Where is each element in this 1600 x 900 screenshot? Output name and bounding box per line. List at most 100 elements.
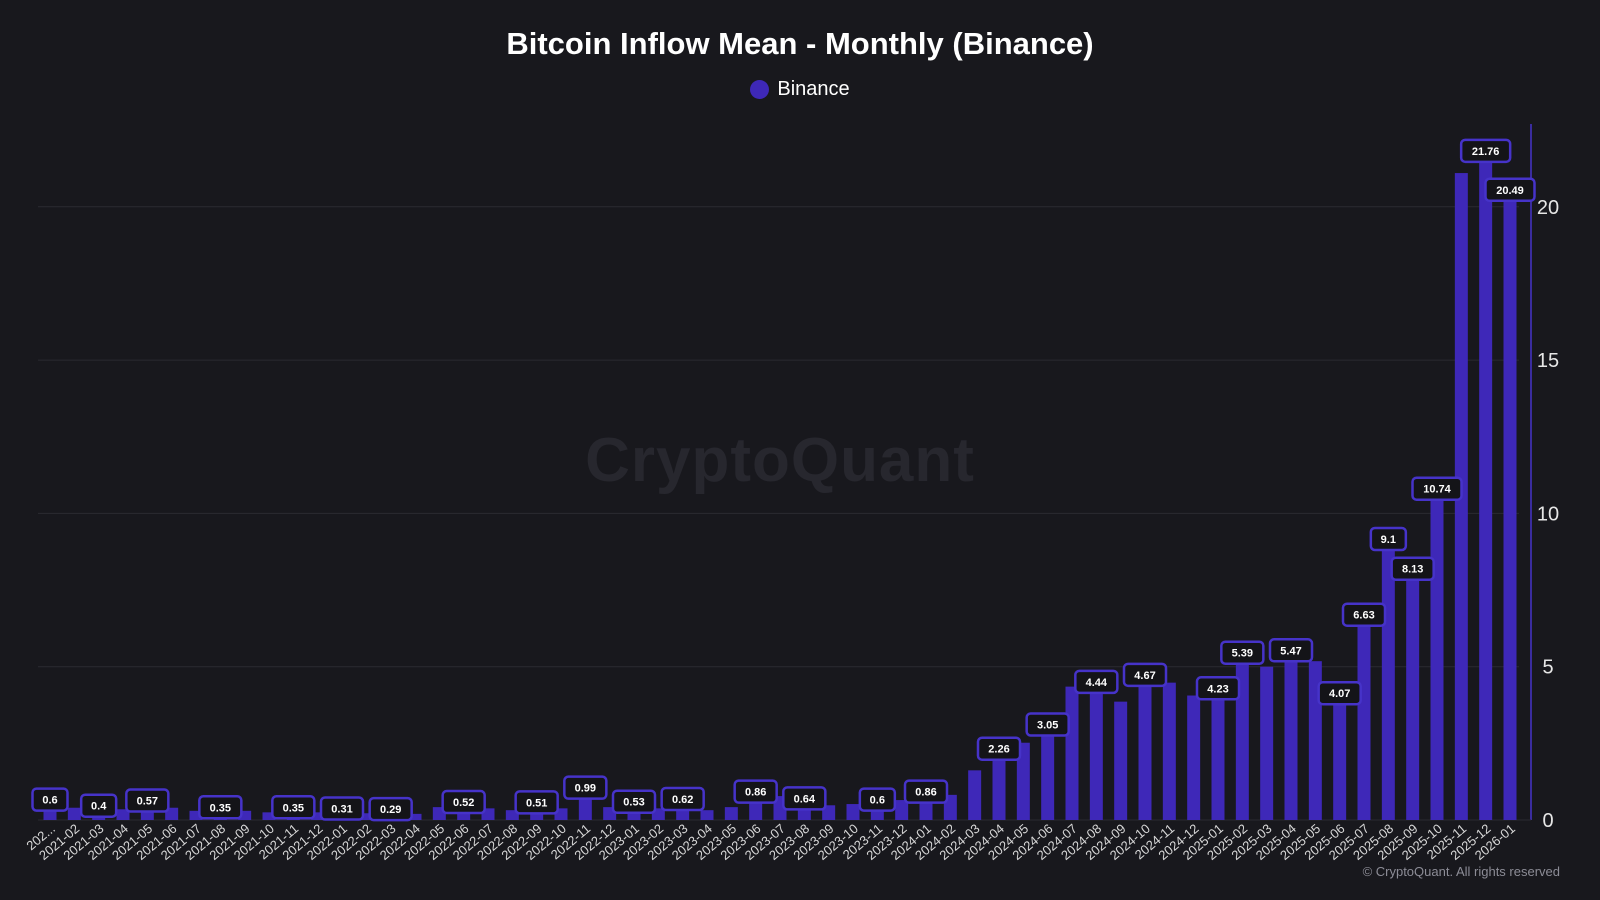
chart-title: Bitcoin Inflow Mean - Monthly (Binance) <box>506 26 1094 61</box>
y-tick-label: 5 <box>1542 657 1553 679</box>
data-label: 0.99 <box>563 775 608 800</box>
bar <box>1138 676 1152 820</box>
data-label: 0.29 <box>368 796 413 822</box>
y-tick-label: 10 <box>1537 503 1559 525</box>
data-label-box <box>1341 602 1387 627</box>
bar <box>505 810 519 820</box>
data-label-text: 10.74 <box>1423 484 1451 496</box>
data-label-text: 0.52 <box>453 797 474 809</box>
data-label-box <box>1369 526 1408 552</box>
copyright-notice: © CryptoQuant. All rights reserved <box>1362 864 1560 879</box>
legend-label: Binance <box>777 78 850 100</box>
legend[interactable]: Binance <box>0 78 1600 101</box>
data-label-text: 3.05 <box>1037 719 1058 731</box>
data-label: 0.86 <box>733 779 778 804</box>
data-label-text: 0.31 <box>331 803 352 815</box>
data-label-box <box>125 788 170 813</box>
bar <box>1211 690 1225 820</box>
data-label: 4.67 <box>1122 662 1168 688</box>
data-label-box <box>1411 476 1463 501</box>
data-label-box <box>319 796 365 821</box>
data-label: 10.74 <box>1411 476 1463 501</box>
data-label-box <box>368 796 413 822</box>
bar <box>1016 742 1030 820</box>
bar <box>238 810 252 820</box>
data-label: 0.57 <box>125 788 170 813</box>
y-tick-label: 15 <box>1537 350 1559 372</box>
data-label-box <box>1074 669 1119 695</box>
bar <box>67 807 81 820</box>
data-label-box <box>858 787 897 812</box>
legend-swatch <box>750 80 770 99</box>
bar <box>554 808 568 820</box>
bar <box>1381 540 1395 820</box>
bar <box>408 813 422 820</box>
data-label-text: 2.26 <box>988 744 1009 756</box>
data-label-text: 0.35 <box>210 802 231 814</box>
bar <box>1284 652 1298 820</box>
data-label-text: 0.86 <box>745 787 766 799</box>
bar <box>1187 695 1201 820</box>
bar <box>1114 701 1128 820</box>
data-label-text: 5.39 <box>1232 648 1253 660</box>
data-label: 0.35 <box>271 795 316 820</box>
bar <box>700 810 714 820</box>
data-label: 4.07 <box>1317 680 1362 706</box>
data-label-box <box>271 795 316 820</box>
data-label: 0.53 <box>611 789 657 814</box>
data-label: 0.62 <box>660 786 705 812</box>
data-label-box <box>1220 640 1265 665</box>
data-label-text: 4.44 <box>1086 677 1108 689</box>
data-label-text: 0.51 <box>526 797 547 809</box>
bar <box>1260 666 1274 820</box>
data-label: 0.52 <box>441 789 486 815</box>
data-label-box <box>79 793 118 818</box>
bar <box>1479 152 1493 820</box>
data-label: 0.64 <box>782 786 827 811</box>
y-tick-label: 0 <box>1542 810 1553 832</box>
bar <box>1406 570 1420 820</box>
data-label-text: 8.13 <box>1402 564 1423 576</box>
data-label-box <box>1317 680 1362 706</box>
bar <box>1333 695 1347 820</box>
data-label-text: 0.86 <box>915 787 936 799</box>
data-label-text: 0.64 <box>794 793 816 805</box>
data-label-box <box>976 736 1022 761</box>
bar <box>359 813 373 820</box>
data-label: 0.4 <box>79 793 118 818</box>
bar <box>822 805 836 820</box>
data-label-box <box>903 779 949 804</box>
bar <box>1430 490 1444 820</box>
data-label-box <box>514 790 559 815</box>
data-label: 20.49 <box>1484 177 1536 203</box>
bar <box>116 809 130 820</box>
y-tick-label: 20 <box>1537 197 1559 219</box>
data-label: 2.26 <box>976 736 1022 761</box>
bar <box>481 808 495 820</box>
data-label: 21.76 <box>1459 138 1512 164</box>
data-label: 9.1 <box>1369 526 1408 552</box>
data-label-text: 0.4 <box>91 801 107 813</box>
data-label-text: 4.67 <box>1134 670 1155 682</box>
data-label: 3.05 <box>1025 712 1070 737</box>
data-label-text: 4.07 <box>1329 688 1350 700</box>
bar <box>895 800 909 820</box>
data-label-text: 0.6 <box>870 795 885 807</box>
data-label: 0.86 <box>903 779 949 804</box>
data-label-text: 6.63 <box>1353 610 1374 622</box>
watermark: CryptoQuant <box>585 426 975 495</box>
data-label-text: 0.53 <box>623 797 644 809</box>
data-label: 5.39 <box>1220 640 1265 665</box>
data-label-box <box>1195 676 1241 701</box>
data-label-text: 0.35 <box>283 802 304 814</box>
bar <box>1065 686 1079 820</box>
bar <box>846 804 860 820</box>
data-label: 8.13 <box>1390 556 1435 581</box>
bar <box>1503 191 1517 820</box>
data-label: 6.63 <box>1341 602 1387 627</box>
data-label-text: 21.76 <box>1472 146 1500 158</box>
data-label-text: 0.57 <box>137 796 158 808</box>
data-label-box <box>441 789 486 815</box>
data-label: 4.44 <box>1074 669 1119 695</box>
